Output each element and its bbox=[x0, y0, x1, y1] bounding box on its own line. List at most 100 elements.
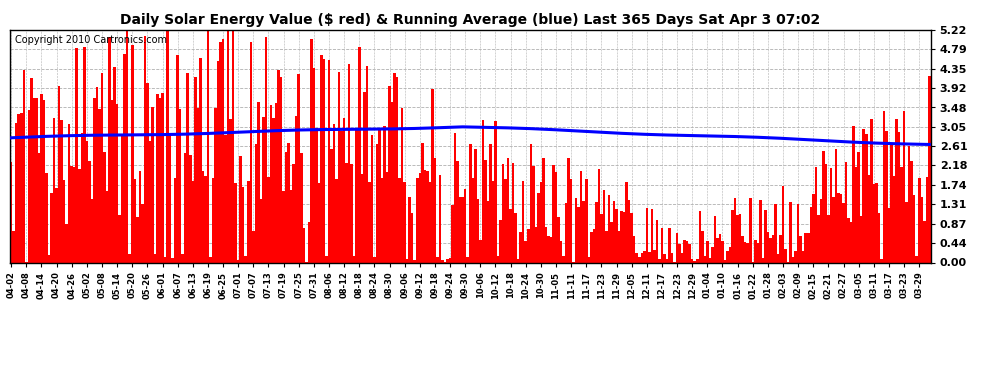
Bar bbox=[119, 214, 121, 262]
Bar bbox=[161, 93, 163, 262]
Bar bbox=[262, 117, 264, 262]
Bar bbox=[277, 70, 280, 262]
Bar bbox=[476, 199, 479, 262]
Bar bbox=[55, 188, 57, 262]
Bar bbox=[704, 255, 706, 262]
Bar bbox=[665, 259, 668, 262]
Bar bbox=[590, 232, 593, 262]
Bar bbox=[746, 243, 749, 262]
Bar bbox=[554, 172, 557, 262]
Bar bbox=[245, 256, 248, 262]
Bar bbox=[719, 234, 722, 262]
Bar bbox=[184, 153, 186, 262]
Bar bbox=[650, 209, 653, 262]
Bar bbox=[631, 213, 633, 262]
Bar bbox=[214, 108, 217, 262]
Bar bbox=[346, 163, 347, 262]
Bar bbox=[28, 110, 30, 262]
Bar bbox=[432, 89, 434, 262]
Bar bbox=[582, 201, 585, 262]
Bar bbox=[204, 177, 207, 262]
Bar bbox=[264, 37, 267, 262]
Bar bbox=[242, 188, 245, 262]
Bar bbox=[835, 149, 838, 262]
Bar bbox=[116, 104, 119, 262]
Bar bbox=[820, 200, 822, 262]
Bar bbox=[870, 119, 872, 262]
Bar bbox=[248, 181, 249, 262]
Bar bbox=[240, 156, 242, 262]
Bar bbox=[257, 102, 259, 262]
Bar bbox=[754, 240, 756, 262]
Bar bbox=[487, 201, 489, 262]
Bar bbox=[315, 128, 318, 262]
Bar bbox=[328, 60, 331, 262]
Bar bbox=[504, 178, 507, 262]
Bar bbox=[98, 109, 101, 262]
Bar bbox=[197, 108, 199, 262]
Bar bbox=[636, 253, 638, 262]
Bar bbox=[577, 207, 580, 262]
Bar bbox=[300, 153, 303, 262]
Bar bbox=[280, 76, 282, 262]
Bar bbox=[181, 254, 184, 262]
Bar bbox=[391, 102, 393, 262]
Bar bbox=[711, 247, 714, 262]
Bar bbox=[134, 179, 136, 262]
Bar bbox=[60, 120, 63, 262]
Bar bbox=[883, 111, 885, 262]
Bar bbox=[865, 134, 867, 262]
Bar bbox=[33, 98, 35, 262]
Bar bbox=[828, 215, 830, 262]
Bar bbox=[189, 154, 191, 262]
Bar bbox=[538, 193, 540, 262]
Bar bbox=[121, 134, 124, 262]
Bar bbox=[807, 233, 810, 262]
Bar bbox=[70, 166, 73, 262]
Bar bbox=[171, 258, 174, 262]
Bar bbox=[875, 183, 877, 262]
Bar bbox=[174, 178, 176, 262]
Bar bbox=[396, 77, 398, 262]
Bar bbox=[259, 200, 262, 262]
Bar bbox=[419, 173, 421, 262]
Bar bbox=[761, 258, 764, 262]
Bar bbox=[406, 259, 409, 262]
Bar bbox=[522, 181, 525, 262]
Bar bbox=[209, 257, 212, 262]
Bar bbox=[623, 212, 626, 262]
Bar bbox=[756, 243, 759, 262]
Bar bbox=[626, 182, 628, 262]
Bar bbox=[75, 48, 78, 262]
Bar bbox=[600, 214, 603, 262]
Bar bbox=[287, 143, 290, 262]
Bar bbox=[613, 201, 616, 262]
Bar bbox=[363, 92, 365, 262]
Bar bbox=[683, 240, 686, 262]
Bar bbox=[355, 130, 358, 262]
Bar bbox=[547, 236, 549, 262]
Bar bbox=[46, 173, 48, 262]
Bar bbox=[833, 198, 835, 262]
Bar bbox=[292, 164, 295, 262]
Bar bbox=[320, 55, 323, 262]
Bar bbox=[269, 105, 272, 262]
Bar bbox=[484, 160, 487, 262]
Bar bbox=[124, 54, 126, 262]
Bar bbox=[25, 261, 28, 262]
Bar bbox=[338, 72, 341, 262]
Title: Daily Solar Energy Value ($ red) & Running Average (blue) Last 365 Days Sat Apr : Daily Solar Energy Value ($ red) & Runni… bbox=[120, 13, 821, 27]
Bar bbox=[559, 242, 562, 262]
Bar bbox=[375, 144, 378, 262]
Bar bbox=[507, 158, 509, 262]
Bar bbox=[502, 164, 504, 262]
Bar bbox=[616, 209, 618, 262]
Bar bbox=[525, 241, 527, 262]
Bar bbox=[598, 169, 600, 262]
Bar bbox=[50, 194, 52, 262]
Bar bbox=[593, 229, 595, 262]
Bar bbox=[318, 183, 320, 262]
Bar bbox=[437, 257, 439, 262]
Bar bbox=[552, 165, 554, 262]
Bar bbox=[113, 68, 116, 262]
